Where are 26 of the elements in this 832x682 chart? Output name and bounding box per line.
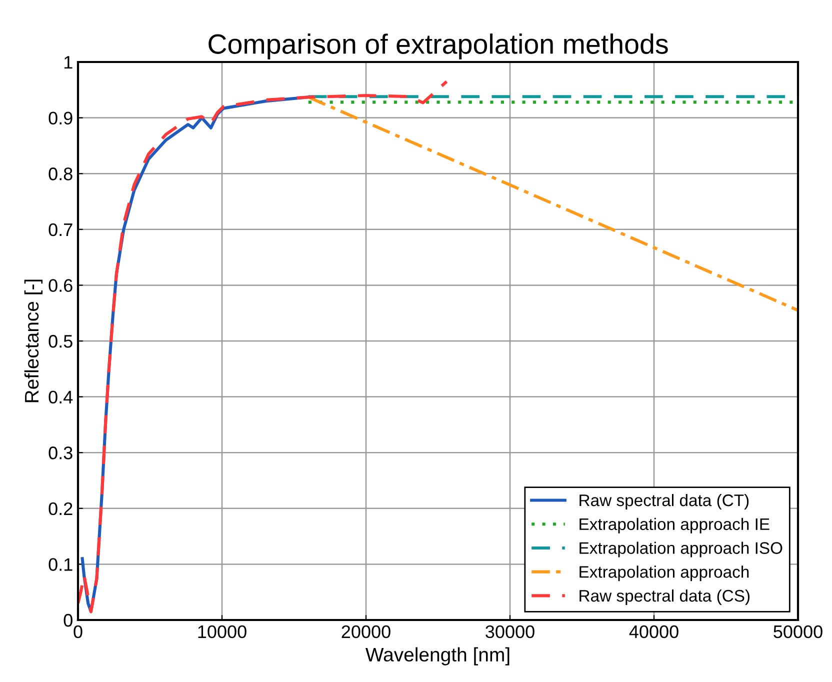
y-axis-title: Reflectance [-]	[24, 280, 42, 402]
y-tick-label: 0.3	[48, 446, 72, 460]
chart-title: Comparison of extrapolation methods	[208, 34, 668, 60]
y-tick-label: 0.8	[48, 168, 72, 180]
x-axis-title: Wavelength [nm]	[366, 647, 510, 666]
x-tick-label: 10000	[198, 625, 246, 638]
legend-label: Raw spectral data (CT)	[580, 494, 749, 510]
legend-label: Extrapolation approach	[580, 566, 749, 582]
y-tick-label: 1	[64, 56, 72, 69]
x-tick-label: 0	[74, 625, 82, 638]
legend-label: Extrapolation approach IE	[580, 518, 770, 534]
y-tick-label: 0.1	[48, 558, 72, 571]
y-tick-label: 0	[64, 614, 72, 627]
x-tick-label: 50000	[774, 625, 822, 638]
legend-label: Raw spectral data (CS)	[580, 589, 750, 605]
y-tick-label: 0.7	[48, 223, 72, 236]
legend-label: Extrapolation approach ISO	[580, 542, 782, 558]
x-tick-label: 40000	[629, 625, 678, 638]
y-tick-label: 0.2	[48, 502, 72, 516]
line-series	[78, 80, 448, 614]
y-tick-label: 0.5	[48, 334, 72, 348]
y-tick-label: 0.4	[48, 390, 73, 404]
x-tick-label: 20000	[342, 625, 390, 638]
y-tick-label: 0.6	[48, 279, 72, 292]
x-tick-label: 30000	[486, 625, 534, 638]
y-tick-label: 0.9	[48, 112, 72, 125]
